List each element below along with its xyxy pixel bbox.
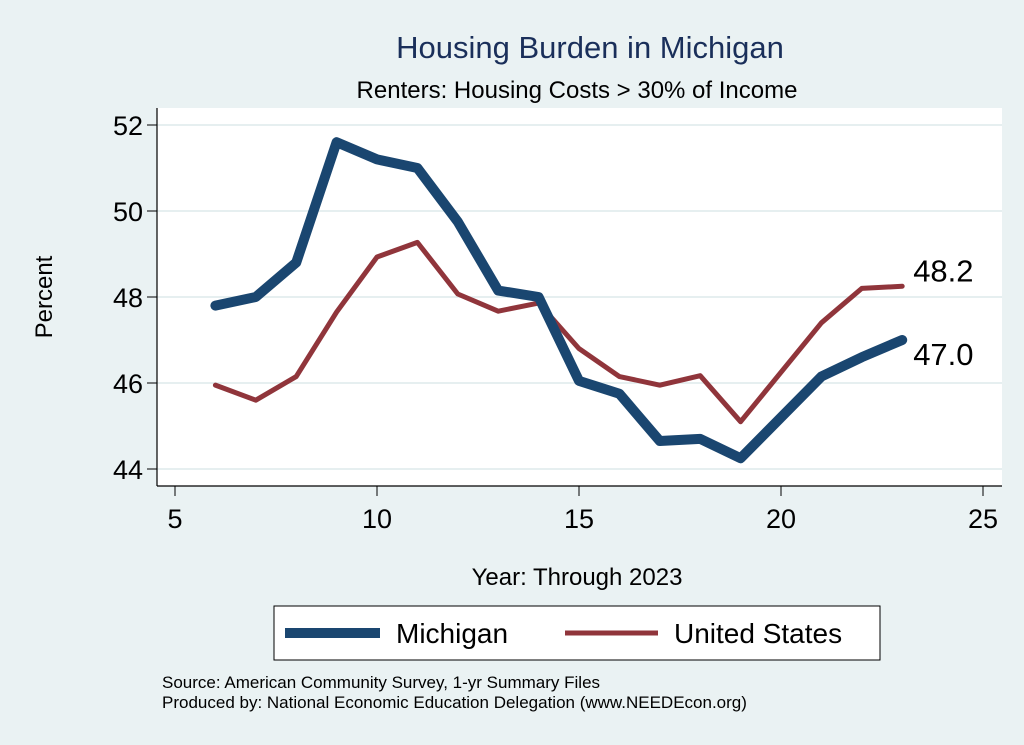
legend: Michigan United States xyxy=(273,605,881,661)
x-tick-label: 25 xyxy=(968,504,998,534)
y-tick-label: 48 xyxy=(113,283,143,313)
end-labels: 48.2 47.0 xyxy=(913,253,973,372)
series-line-michigan xyxy=(210,137,908,464)
axes: 44 46 48 50 52 5 10 15 20 25 xyxy=(113,108,1002,534)
series-group xyxy=(210,137,908,464)
chart-subtitle: Renters: Housing Costs > 30% of Income xyxy=(357,77,798,104)
x-tick-label: 15 xyxy=(564,504,594,534)
y-tick-label: 46 xyxy=(113,369,143,399)
chart-title: Housing Burden in Michigan xyxy=(396,30,784,65)
legend-label-michigan: Michigan xyxy=(396,618,508,649)
y-axis-title: Percent xyxy=(31,255,58,338)
y-tick-label: 52 xyxy=(113,111,143,141)
x-tick-label: 20 xyxy=(766,504,796,534)
y-tick-label: 44 xyxy=(113,455,143,485)
x-axis-title: Year: Through 2023 xyxy=(472,564,683,591)
y-tick-label: 50 xyxy=(113,197,143,227)
legend-label-united-states: United States xyxy=(674,618,842,649)
source-note: Source: American Community Survey, 1-yr … xyxy=(162,673,600,692)
x-tick-label: 5 xyxy=(167,504,182,534)
producer-note: Produced by: National Economic Education… xyxy=(162,693,747,712)
end-value-label: 48.2 xyxy=(913,253,973,288)
end-value-label: 47.0 xyxy=(913,337,973,372)
x-tick-label: 10 xyxy=(362,504,392,534)
